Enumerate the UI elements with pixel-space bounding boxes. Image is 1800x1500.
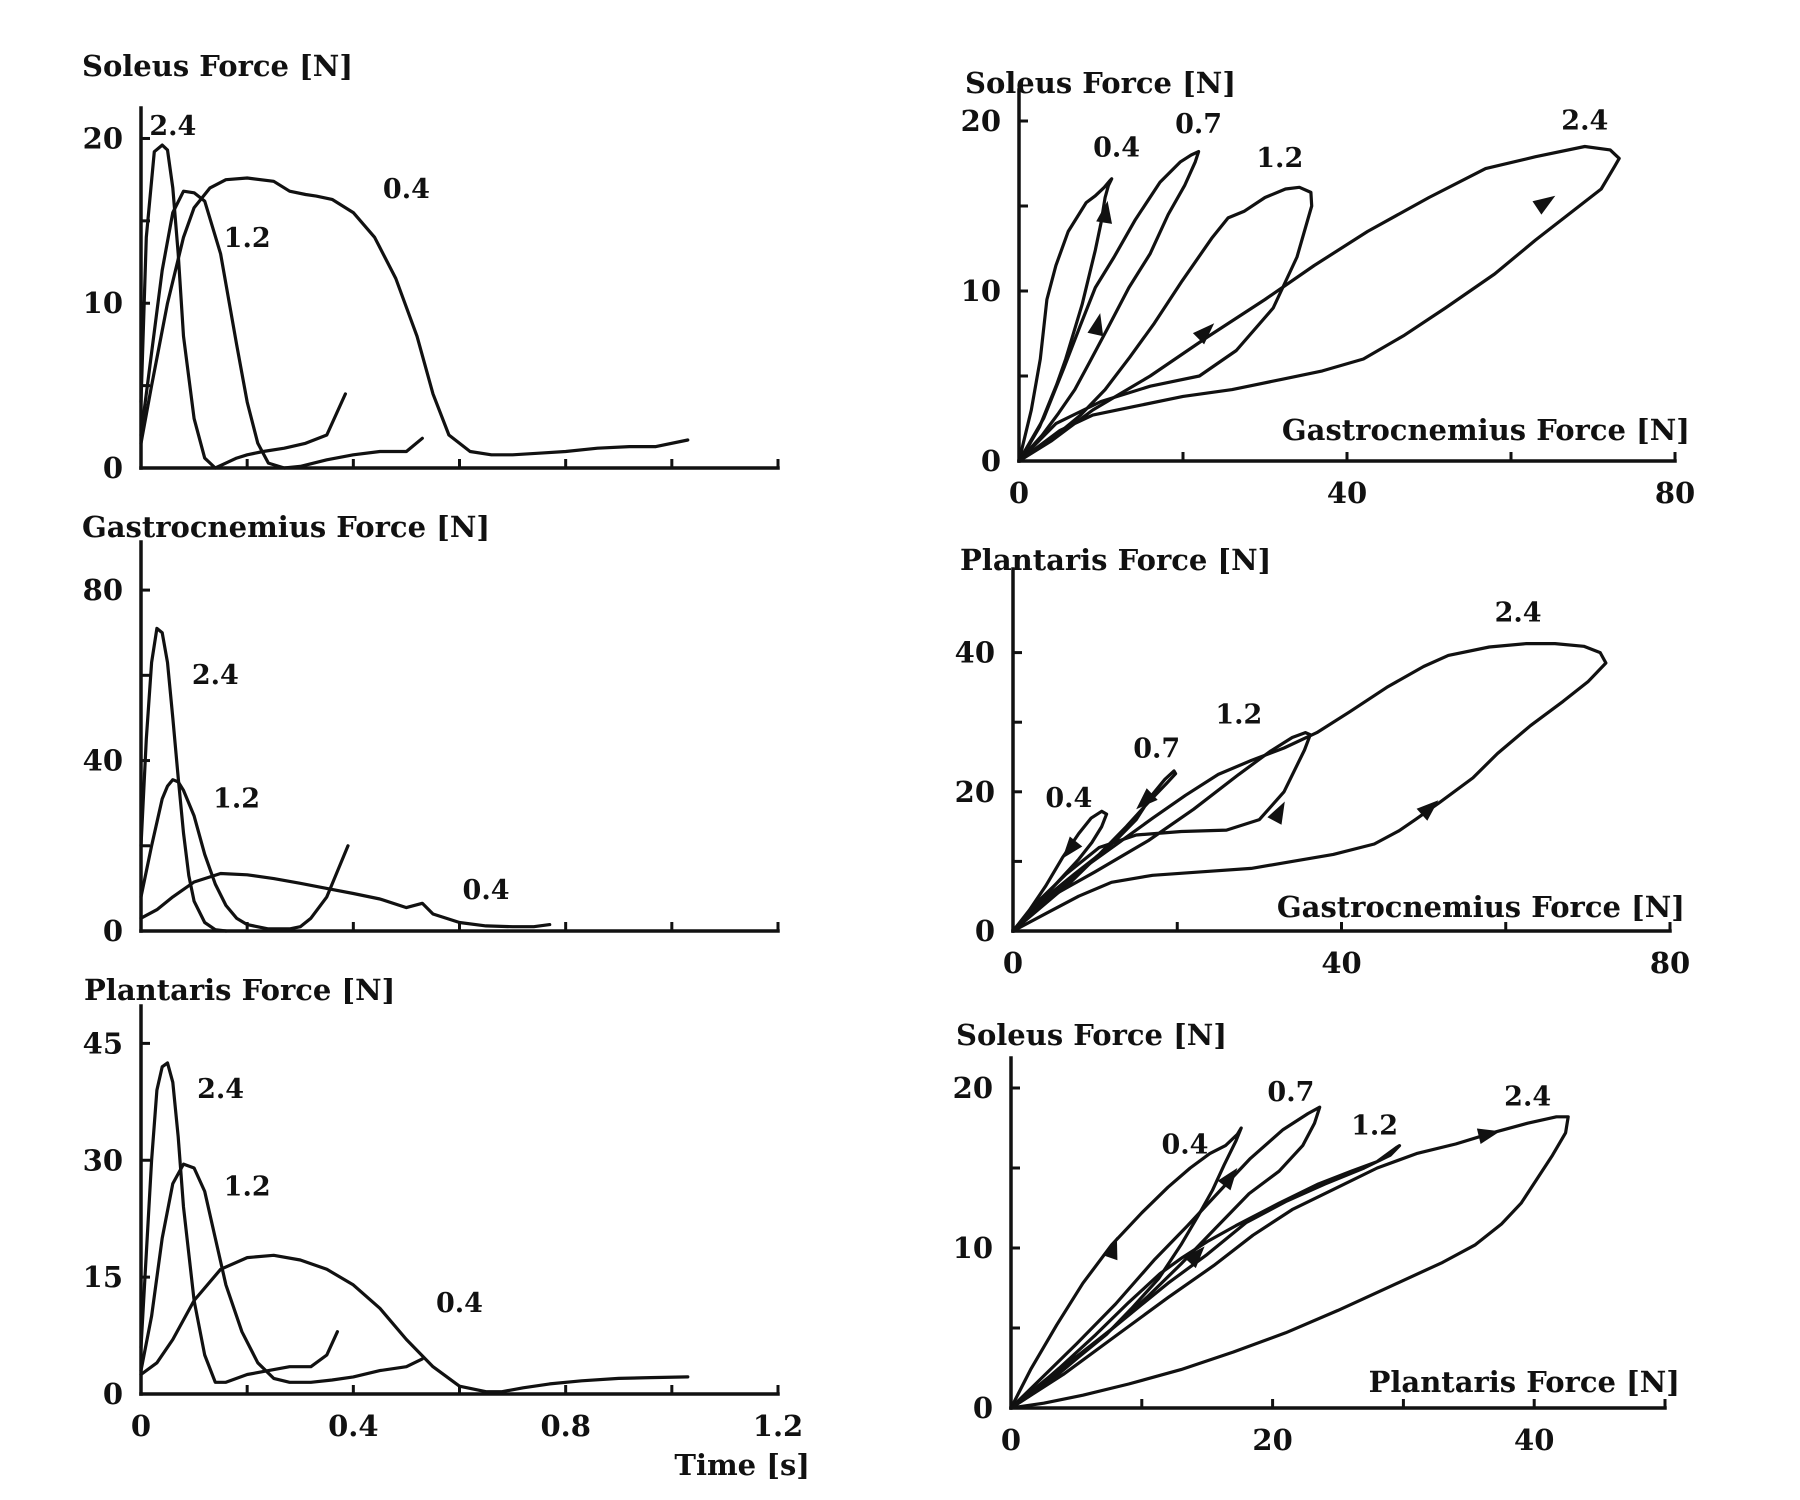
direction-arrow-1.2 [1192, 323, 1215, 345]
series-label: 2.4 [149, 111, 196, 142]
series-label: 0.7 [1267, 1077, 1314, 1108]
y-tick-label: 45 [83, 1026, 123, 1060]
y-tick-label: 40 [83, 744, 123, 778]
direction-arrow-0.7 [1217, 1168, 1238, 1191]
direction-arrow-2.4 [1416, 800, 1439, 821]
series-line-1.2 [139, 778, 350, 931]
series-label: 0.4 [383, 174, 430, 205]
series-line-1.2 [1011, 731, 1312, 933]
y-tick-label: 0 [103, 1377, 123, 1411]
x-axis-label: Time [s] [674, 1448, 810, 1482]
series-label: 2.4 [1504, 1082, 1551, 1113]
series-label: 2.4 [1561, 106, 1608, 137]
y-tick-label: 0 [981, 444, 1001, 478]
x-tick-label: 0 [131, 1409, 151, 1443]
y-axis-label: Plantaris Force [N] [960, 543, 1271, 577]
series-label: 1.2 [1351, 1110, 1398, 1141]
y-tick-label: 20 [83, 121, 123, 155]
series-label: 0.4 [1161, 1130, 1208, 1161]
series-label: 0.7 [1133, 734, 1180, 765]
panel-gastroc-time: 0 40 80 Gastrocnemius Force [N] 2.4 1.2 0.4 [82, 510, 780, 948]
series-line-1.2 [1009, 1144, 1402, 1410]
series-label: 1.2 [213, 783, 260, 814]
x-tick-label: 40 [1514, 1423, 1554, 1457]
series-label: 0.7 [1175, 109, 1222, 140]
panel-soleus-vs-plantaris: 0 20 40 0 10 20 Soleus Force [N] Plantaris Forc… [953, 1018, 1680, 1457]
series-line-0.4 [139, 1253, 690, 1394]
series-label: 1.2 [1256, 143, 1303, 174]
y-tick-label: 40 [955, 636, 995, 670]
y-tick-label: 0 [103, 914, 123, 948]
x-tick-label: 80 [1655, 476, 1695, 510]
y-tick-label: 0 [103, 451, 123, 485]
panel-soleus-vs-gastroc: 0 40 80 0 10 20 Soleus Force [N] Gastrocnemius … [961, 66, 1696, 510]
series-label: 0.4 [436, 1288, 483, 1319]
series-label: 0.4 [1045, 783, 1092, 814]
series-label: 1.2 [224, 223, 271, 254]
series-line-2.4 [1009, 1115, 1570, 1410]
x-tick-label: 80 [1650, 946, 1690, 980]
series-line-2.4 [1017, 144, 1621, 463]
x-tick-label: 0 [1009, 476, 1029, 510]
direction-arrow-0.4 [1062, 836, 1083, 859]
series-line-0.4 [1009, 1126, 1243, 1410]
series-line-0.4 [139, 871, 552, 929]
series-line-2.4 [1011, 642, 1608, 933]
series-label: 2.4 [197, 1074, 244, 1105]
x-tick-label: 20 [1252, 1423, 1292, 1457]
series-line-2.4 [139, 626, 228, 933]
x-tick-label: 40 [1321, 946, 1361, 980]
y-tick-label: 30 [83, 1143, 123, 1177]
y-axis-label: Plantaris Force [N] [84, 973, 395, 1007]
y-axis-label: Soleus Force [N] [82, 49, 353, 83]
direction-arrow-0.7 [1087, 313, 1104, 337]
series-line-2.4 [139, 143, 347, 470]
direction-arrow-0.4 [1102, 1236, 1118, 1261]
x-tick-label: 0 [1001, 1423, 1021, 1457]
y-tick-label: 10 [953, 1231, 993, 1265]
direction-arrow-1.2 [1267, 801, 1285, 825]
series-label: 1.2 [1215, 700, 1262, 731]
y-tick-label: 0 [973, 1391, 993, 1425]
series-line-0.4 [139, 176, 690, 457]
x-axis-label: Plantaris Force [N] [1369, 1365, 1680, 1399]
y-tick-label: 20 [955, 775, 995, 809]
y-tick-label: 80 [83, 573, 123, 607]
panel-plantaris-vs-gastroc: 0 40 80 0 20 40 Plantaris Force [N] Gastrocnemi… [955, 543, 1691, 980]
direction-arrow-1.2 [1183, 1246, 1205, 1269]
series-label: 2.4 [1495, 597, 1542, 628]
y-tick-label: 10 [83, 286, 123, 320]
direction-arrow-2.4 [1476, 1128, 1501, 1144]
y-axis-label: Gastrocnemius Force [N] [82, 510, 490, 544]
direction-arrow-2.4 [1532, 195, 1556, 215]
x-tick-label: 1.2 [753, 1409, 803, 1443]
panel-plantaris-time: 0 0.4 0.8 1.2 0 15 30 45 Plantaris Force [N] Time… [83, 973, 810, 1482]
x-tick-label: 0 [1003, 946, 1023, 980]
series-label: 0.4 [1093, 133, 1140, 164]
y-tick-label: 20 [961, 104, 1001, 138]
y-tick-label: 0 [975, 914, 995, 948]
direction-arrow-0.4 [1096, 200, 1112, 224]
x-tick-label: 0.4 [328, 1409, 378, 1443]
series-label: 0.4 [463, 875, 510, 906]
y-axis-label: Soleus Force [N] [965, 66, 1236, 100]
series-label: 1.2 [224, 1171, 271, 1202]
x-tick-label: 0.8 [540, 1409, 590, 1443]
series-line-2.4 [139, 1061, 339, 1384]
series-line-1.2 [139, 189, 424, 470]
y-axis-label: Soleus Force [N] [956, 1018, 1227, 1052]
panel-soleus-time: 0 10 20 Soleus Force [N] 2.4 1.2 0.4 [82, 49, 780, 485]
series-line-0.7 [1017, 150, 1201, 463]
y-tick-label: 20 [953, 1071, 993, 1105]
series-line-1.2 [1017, 185, 1314, 463]
y-tick-label: 15 [83, 1260, 123, 1294]
x-axis-label: Gastrocnemius Force [N] [1282, 413, 1690, 447]
direction-arrow-0.7 [1136, 788, 1158, 810]
y-tick-label: 10 [961, 274, 1001, 308]
series-line-1.2 [139, 1162, 424, 1384]
x-tick-label: 40 [1327, 476, 1367, 510]
x-axis-label: Gastrocnemius Force [N] [1277, 890, 1685, 924]
series-label: 2.4 [192, 660, 239, 691]
